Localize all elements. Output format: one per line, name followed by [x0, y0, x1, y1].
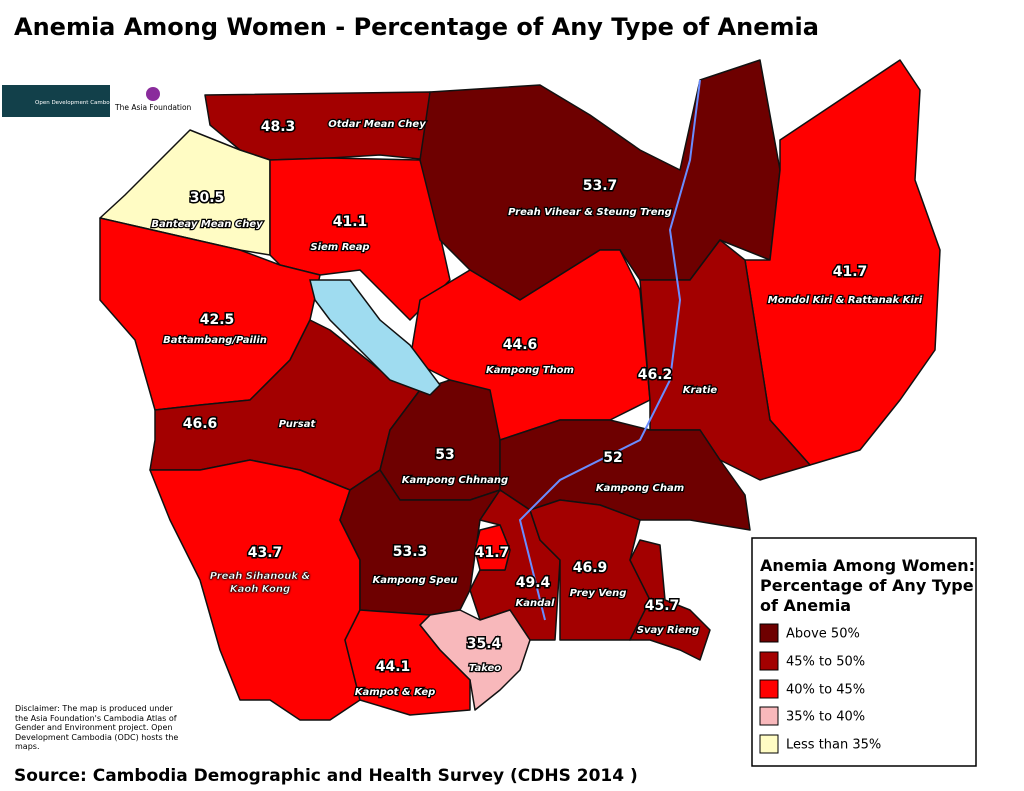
region-value: 41.1	[333, 214, 368, 230]
region-value: 46.2	[638, 367, 673, 383]
legend-swatch	[759, 706, 779, 726]
region-name: Siem Reap	[310, 242, 369, 253]
odc-logo-text: Open Development Cambodia	[35, 100, 118, 106]
legend: Above 50% 45% to 50% 40% to 45% 35% to 4…	[751, 537, 977, 767]
legend-label: 40% to 45%	[786, 683, 865, 698]
region-value: 53.7	[583, 178, 618, 194]
region-value: 52	[603, 450, 622, 466]
region-value: 49.4	[516, 575, 551, 591]
region-name: Pursat	[279, 419, 317, 430]
region-name: Battambang/Pailin	[163, 335, 267, 346]
region-value: 48.3	[261, 119, 296, 135]
region-name: Kampong Cham	[596, 483, 684, 494]
region	[344, 609, 471, 716]
region-name: Kratie	[683, 385, 718, 396]
region-value: 45.7	[645, 598, 680, 614]
region-value: 53.3	[393, 544, 428, 560]
river	[518, 79, 701, 621]
region-name: Takeo	[469, 663, 501, 674]
legend-label: Above 50%	[786, 627, 860, 642]
region-value: 44.6	[503, 337, 538, 353]
region-value: 46.6	[183, 416, 218, 432]
legend-label: 35% to 40%	[786, 710, 865, 725]
region-name: Preah Vihear & Steung Treng	[508, 207, 672, 218]
region-name: Kandal	[516, 598, 556, 609]
region-value: 41.7	[475, 545, 510, 561]
disclaimer: Disclaimer: The map is produced under th…	[15, 704, 179, 751]
region-value: 53	[435, 447, 454, 463]
legend-box	[751, 537, 977, 767]
region-value: 41.7	[833, 264, 868, 280]
region-value: 42.5	[200, 312, 235, 328]
region-name: Kampong Thom	[486, 365, 574, 376]
map-title: Anemia Among Women - Percentage of Any T…	[14, 13, 819, 41]
region-value: 43.7	[248, 545, 283, 561]
source: Source: Cambodia Demographic and Health …	[14, 766, 638, 786]
region-name: Kampong Speu	[373, 575, 458, 586]
odc-logo	[2, 85, 110, 117]
region-value: 46.9	[573, 560, 608, 576]
region-name: Kampong Chhnang	[402, 475, 508, 486]
region-name: Prey Veng	[570, 588, 627, 599]
region-name-box: Preah Sihanouk & Kaoh Kong	[209, 571, 311, 595]
taf-logo	[146, 87, 160, 101]
regions	[99, 59, 941, 721]
legend-label: Less than 35%	[786, 738, 881, 753]
region	[474, 524, 511, 571]
region-value: 35.4	[467, 636, 502, 652]
lake	[309, 279, 441, 396]
region-name: Kampot & Kep	[355, 687, 436, 698]
region	[744, 59, 941, 466]
legend-swatch	[759, 623, 779, 643]
region-name: Mondol Kiri & Rattanak Kiri	[768, 295, 923, 306]
region-name: Svay Rieng	[637, 625, 699, 636]
region	[629, 539, 711, 661]
region	[639, 239, 811, 481]
region-value: 30.5	[190, 190, 225, 206]
legend-swatch	[759, 679, 779, 699]
taf-logo-text: The Asia Foundation	[114, 103, 192, 112]
legend-title: Anemia Among Women: Percentage of Any Ty…	[760, 556, 975, 615]
region-value: 44.1	[376, 659, 411, 675]
legend-label: 45% to 50%	[786, 655, 865, 670]
legend-swatch	[759, 651, 779, 671]
legend-swatch	[759, 734, 779, 754]
region-name: Otdar Mean Chey	[328, 119, 426, 130]
region-name: Banteay Mean Chey	[151, 219, 263, 230]
region	[269, 157, 451, 321]
region-name: Preah Sihanouk & Kaoh Kong	[209, 571, 311, 595]
labels: 48.3 Otdar Mean Chey 30.5 Banteay Mean C…	[150, 118, 924, 700]
